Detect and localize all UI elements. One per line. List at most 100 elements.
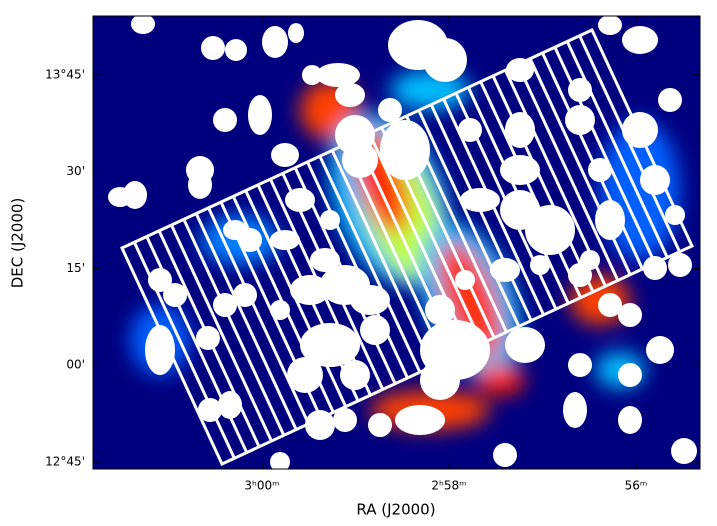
stripe [417,109,521,327]
stripe [231,195,335,413]
stripe [355,138,459,356]
masked-source [646,336,674,364]
stripe [504,69,607,287]
masked-source [342,142,378,178]
masked-source [565,105,595,135]
stripe [194,212,298,431]
y-tick-label: 30' [66,164,85,178]
stripe [170,224,273,442]
masked-source [300,323,360,367]
masked-source [568,353,592,377]
stripe [182,218,286,436]
masked-source [380,120,430,180]
masked-source [530,255,550,275]
striped-region [120,28,694,466]
image [93,16,700,469]
masked-source [316,63,360,87]
masked-source [213,108,237,132]
y-tick-label: 00' [66,358,85,372]
masked-source [378,98,402,122]
stripe [207,207,310,425]
masked-source [201,36,225,60]
masked-source [618,406,642,434]
masked-source [598,16,622,35]
x-axis-label: RA (J2000) [356,501,435,519]
masked-source [618,303,642,327]
stripe [528,58,632,276]
stripe [466,86,570,304]
plot-frame [92,15,701,470]
masked-source [493,443,517,467]
stripe [293,167,397,385]
stripe [219,201,323,419]
masked-source [335,83,365,107]
masked-source [288,23,304,43]
stripe [281,172,385,391]
masked-source [340,360,370,390]
masked-source [658,88,682,112]
stripe [516,63,620,282]
masked-source [145,325,175,375]
masked-source [460,188,500,212]
masked-source [131,16,155,34]
stripe [318,155,422,373]
stripe [454,92,558,310]
y-axis-label: DEC (J2000) [9,198,27,289]
stripe [553,46,657,264]
y-tick-label: 13°45' [45,67,85,81]
masked-source [622,26,658,54]
stripe [392,121,496,339]
x-tick-label: 3ʰ00ᵐ [244,479,279,493]
stripe [145,235,249,454]
masked-source [505,327,545,363]
stripe [157,230,261,448]
masked-source [262,26,288,58]
stripe [491,75,595,293]
masked-source [305,410,335,440]
masked-source [123,181,147,209]
masked-source [271,143,299,167]
masked-source [368,413,392,437]
x-tick-label: 2ʰ58ᵐ [431,479,466,493]
stripe [306,161,409,379]
stripe [343,144,446,362]
masked-source [598,293,622,317]
stripe [368,132,471,350]
stripe [244,190,348,408]
stripe [269,178,372,396]
masked-source [595,200,625,240]
masked-source [423,38,467,82]
stripe [256,184,360,402]
masked-source [333,408,357,432]
masked-source [248,95,272,135]
masked-source [490,258,520,282]
masked-source [618,363,642,387]
stripe [565,40,669,259]
masked-source [320,210,340,230]
stripe [405,115,508,333]
stripe [479,81,583,299]
masked-source [225,39,247,61]
masked-source [310,248,340,272]
masked-source [640,165,670,195]
masked-source [395,405,445,435]
stripe [578,35,681,253]
masked-source [302,65,322,85]
masked-source [671,438,697,464]
y-tick-label: 15' [66,261,85,275]
masked-source [188,171,212,199]
x-tick-label: 56ᵐ [625,479,648,493]
y-tick-label: 12°45' [45,455,85,469]
masked-source [563,392,587,428]
stripe [380,126,484,345]
stripe [330,149,434,368]
stripe [541,52,644,270]
stripe [442,98,545,316]
masked-source [668,253,692,277]
region-outline [120,28,694,466]
stripe [133,241,236,459]
masked-source [290,275,330,305]
stripe [429,103,533,322]
